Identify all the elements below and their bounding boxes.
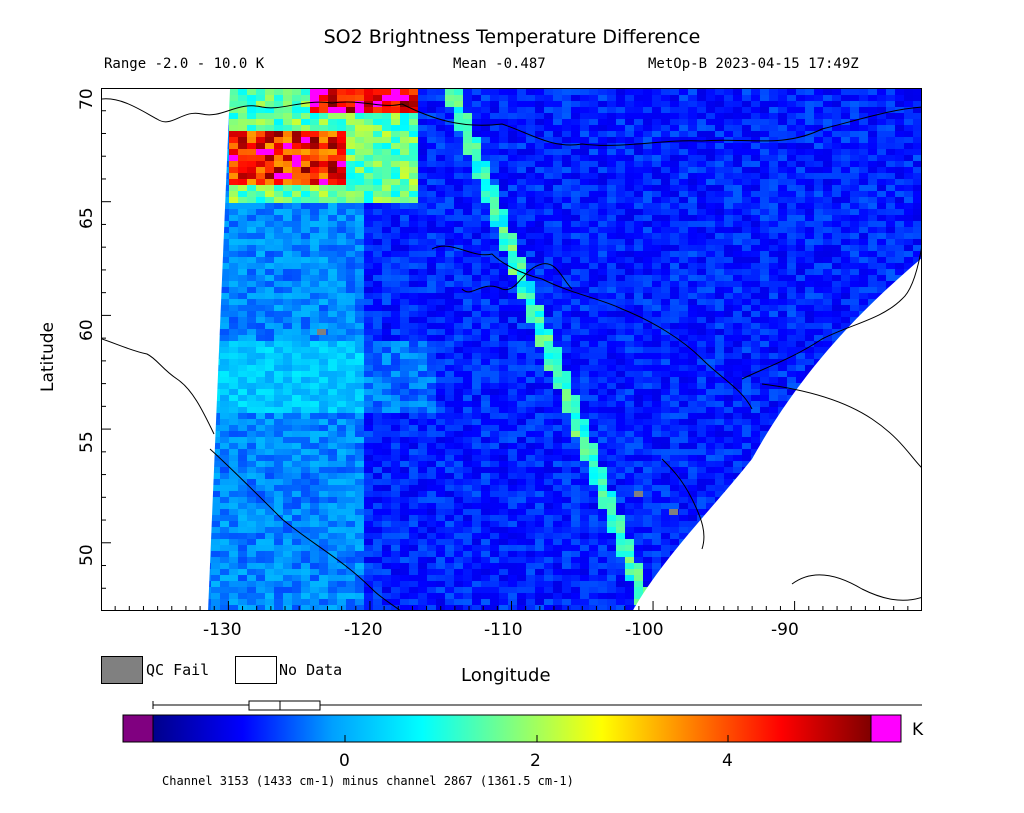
x-tick-minus130: -130 <box>203 620 242 640</box>
colorbar-over-swatch <box>870 714 902 743</box>
mean-text: Mean -0.487 <box>453 56 546 72</box>
map-svg <box>102 89 921 610</box>
channel-footnote: Channel 3153 (1433 cm-1) minus channel 2… <box>162 774 574 788</box>
x-tick-minus120: -120 <box>344 620 383 640</box>
colorbar-tick-2: 2 <box>530 751 541 771</box>
colorbar-box-marker <box>248 700 281 711</box>
no-data-swatch <box>235 656 277 684</box>
x-tick-minus100: -100 <box>625 620 664 640</box>
x-tick-minus110: -110 <box>484 620 523 640</box>
x-axis-label: Longitude <box>461 665 551 686</box>
colorbar-gradient <box>152 714 872 743</box>
qc-fail-label: QC Fail <box>146 661 210 679</box>
range-text: Range -2.0 - 10.0 K <box>104 56 265 72</box>
brightness-temperature-cells <box>208 89 921 610</box>
no-data-label: No Data <box>279 661 343 679</box>
colorbar-under-swatch <box>122 714 154 743</box>
colorbar-tick-0: 0 <box>339 751 350 771</box>
satellite-datetime: MetOp-B 2023-04-15 17:49Z <box>648 56 859 72</box>
colorbar-tick-4: 4 <box>722 751 733 771</box>
map-plot-area <box>101 88 922 611</box>
coastlines-and-borders <box>102 98 921 610</box>
colorbar <box>122 700 922 743</box>
qc-fail-swatch <box>101 656 143 684</box>
axis-ticks-svg <box>101 110 909 611</box>
qc-fail-cells <box>317 329 678 515</box>
chart-title: SO2 Brightness Temperature Difference <box>323 26 701 48</box>
x-tick-minus90: -90 <box>771 620 799 640</box>
colorbar-unit: K <box>912 720 924 740</box>
